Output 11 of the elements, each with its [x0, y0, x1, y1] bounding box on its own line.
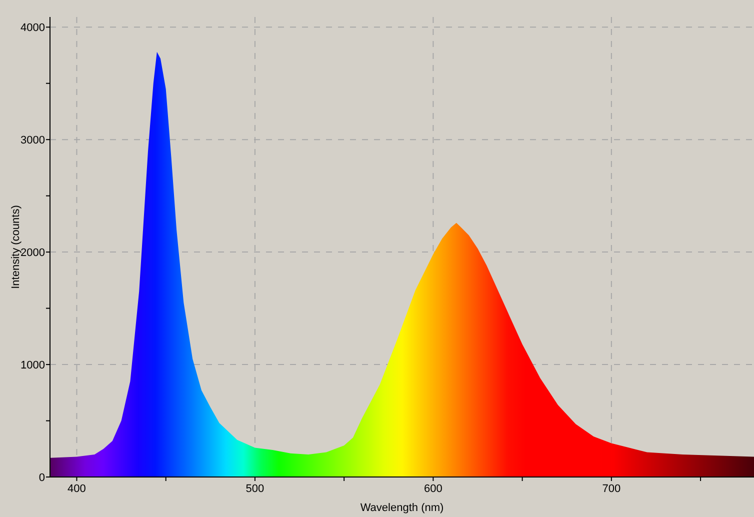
- y-axis-title: Intensity (counts): [10, 205, 22, 289]
- x-tick-label: 600: [424, 483, 442, 495]
- x-tick-label: 700: [602, 483, 621, 495]
- x-tick-label: 500: [246, 483, 264, 495]
- x-axis-title: Wavelength (nm): [360, 502, 444, 514]
- x-tick-label: 400: [68, 483, 86, 495]
- y-tick-label: 2000: [20, 247, 45, 260]
- y-tick-label: 3000: [20, 134, 45, 147]
- y-tick-label: 1000: [20, 360, 45, 372]
- y-tick-label: 4000: [20, 22, 45, 34]
- y-tick-label: 0: [38, 472, 45, 484]
